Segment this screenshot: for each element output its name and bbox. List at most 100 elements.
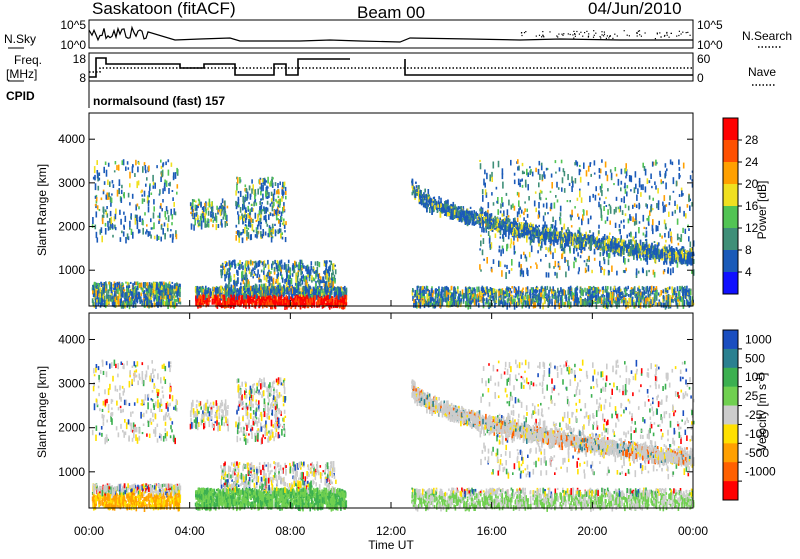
echo-cell (223, 297, 225, 299)
echo-cell (248, 228, 250, 230)
echo-cell (641, 184, 643, 190)
nsearch-dot (593, 37, 594, 38)
echo-cell (148, 191, 150, 198)
echo-cell (628, 206, 630, 211)
echo-cell (135, 289, 137, 294)
echo-cell (312, 269, 314, 272)
echo-cell (328, 270, 330, 274)
echo-cell (593, 293, 595, 296)
echo-cell (579, 191, 581, 198)
echo-cell (656, 286, 658, 290)
echo-cell (92, 217, 94, 224)
echo-cell (242, 265, 244, 270)
echo-cell (586, 210, 588, 215)
echo-cell (490, 302, 492, 308)
echo-cell (293, 289, 295, 293)
nsearch-dot (582, 36, 583, 37)
echo-cell (540, 292, 542, 296)
echo-cell (547, 286, 549, 290)
echo-cell (462, 289, 464, 294)
echo-cell (167, 284, 169, 288)
echo-cell (108, 227, 110, 231)
echo-cell (562, 290, 564, 296)
echo-cell (254, 295, 256, 300)
echo-cell (433, 298, 435, 302)
echo-cell (227, 284, 229, 288)
echo-cell (525, 300, 527, 304)
echo-cell (168, 215, 170, 222)
echo-cell (635, 184, 637, 189)
echo-cell (437, 303, 439, 306)
echo-cell (92, 298, 94, 303)
echo-cell (269, 280, 271, 287)
echo-cell (97, 296, 99, 300)
echo-cell (120, 300, 122, 303)
echo-cell (529, 170, 531, 175)
echo-cell (156, 290, 158, 297)
echo-cell (227, 206, 229, 209)
echo-cell (419, 286, 421, 290)
echo-cell (143, 291, 145, 296)
echo-cell (616, 197, 618, 201)
echo-cell (638, 227, 640, 233)
echo-cell (508, 288, 510, 292)
echo-cell (105, 282, 107, 285)
echo-cell (665, 163, 667, 167)
echo-cell (131, 299, 133, 304)
echo-cell (635, 171, 637, 177)
echo-cell (636, 296, 638, 302)
echo-cell (267, 260, 269, 265)
echo-cell (117, 283, 119, 285)
echo-cell (626, 293, 628, 296)
echo-cell (165, 162, 167, 166)
echo-cell (102, 218, 104, 224)
echo-cell (172, 190, 174, 192)
echo-cell (666, 295, 668, 300)
echo-cell (490, 247, 492, 250)
echo-cell (606, 205, 608, 207)
echo-cell (681, 297, 683, 302)
nsearch-dot (521, 32, 522, 33)
echo-cell (159, 213, 161, 219)
echo-cell (132, 283, 134, 287)
echo-cell (173, 202, 175, 207)
echo-cell (171, 222, 173, 225)
echo-cell (161, 225, 163, 230)
echo-cell (309, 272, 311, 278)
echo-cell (198, 223, 200, 226)
echo-cell (603, 257, 605, 261)
nsearch-tick-low: 10^0 (697, 38, 723, 52)
echo-cell (280, 233, 282, 238)
echo-cell (292, 263, 294, 269)
echo-cell (281, 232, 283, 235)
echo-cell (265, 207, 267, 214)
echo-cell (200, 202, 202, 208)
echo-cell (253, 274, 255, 276)
echo-cell (564, 257, 566, 263)
echo-cell (511, 297, 513, 302)
echo-cell (435, 288, 437, 293)
echo-cell (111, 220, 113, 224)
echo-cell (598, 225, 600, 229)
echo-cell (331, 273, 333, 279)
echo-cell (148, 201, 150, 207)
nsearch-dot (563, 33, 564, 34)
echo-cell (625, 163, 627, 169)
echo-cell (578, 217, 580, 220)
echo-cell (493, 202, 495, 206)
echo-cell (304, 296, 306, 301)
echo-cell (486, 173, 488, 179)
echo-cell (310, 265, 312, 270)
echo-cell (338, 294, 340, 300)
echo-cell (250, 260, 252, 264)
echo-cell (654, 272, 656, 278)
echo-cell (223, 217, 225, 220)
echo-cell (616, 290, 618, 294)
echo-cell (271, 232, 273, 236)
echo-cell (251, 218, 253, 223)
echo-cell (607, 209, 609, 215)
echo-cell (552, 217, 554, 222)
echo-cell (157, 216, 159, 218)
echo-cell (291, 278, 293, 284)
